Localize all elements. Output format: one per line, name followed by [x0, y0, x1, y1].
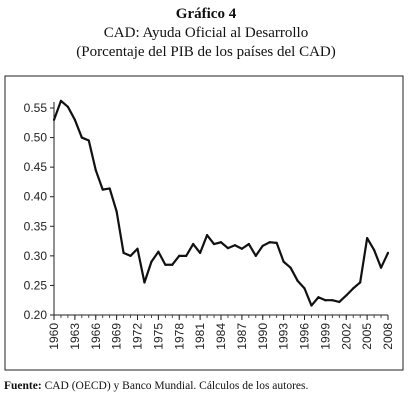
data-point	[338, 300, 341, 304]
data-point	[73, 118, 76, 121]
data-point	[268, 241, 271, 244]
data-point	[122, 251, 125, 254]
y-tick-label: 0.20	[24, 308, 48, 322]
data-point	[101, 188, 104, 191]
y-tick-label: 0.40	[24, 190, 48, 204]
series-line-aod	[52, 99, 389, 307]
x-tick-label: 1996	[298, 323, 312, 350]
x-tick-label: 1966	[89, 323, 103, 350]
data-point	[87, 139, 90, 142]
x-tick-label: 1960	[47, 323, 61, 350]
chart-titles: Gráfico 4 CAD: Ayuda Oficial al Desarrol…	[0, 5, 412, 62]
x-tick-label: 2005	[360, 323, 374, 350]
x-tick-label: 1993	[277, 323, 291, 350]
data-point	[324, 299, 327, 302]
data-point	[233, 244, 237, 247]
data-point	[226, 247, 230, 250]
data-point	[143, 281, 146, 284]
data-points	[52, 99, 390, 307]
data-point	[94, 169, 97, 172]
data-point	[317, 296, 320, 299]
x-tick-label: 2002	[339, 323, 353, 350]
data-point	[164, 263, 167, 266]
y-tick-label: 0.25	[24, 278, 48, 292]
data-point	[289, 266, 292, 269]
data-point	[254, 254, 257, 257]
y-tick-label: 0.30	[24, 249, 48, 263]
y-tick-label: 0.35	[24, 219, 48, 233]
data-point	[379, 266, 383, 269]
y-axis-ticks: 0.20 0.25 0.30 0.35 0.40 0.45 0.50 0.55	[24, 101, 54, 322]
data-point	[80, 136, 83, 139]
chart-title: CAD: Ayuda Oficial al Desarrollo	[103, 25, 309, 41]
data-point	[59, 99, 63, 103]
x-tick-label: 1984	[214, 323, 228, 350]
data-point	[171, 263, 174, 266]
x-tick-label: 2008	[381, 323, 395, 350]
x-tick-label: 1972	[131, 323, 145, 350]
data-point	[192, 242, 195, 246]
chart-frame	[4, 75, 404, 371]
data-point	[115, 210, 118, 213]
data-point	[310, 304, 313, 307]
data-point	[359, 281, 362, 284]
data-point	[212, 242, 216, 246]
data-point	[199, 251, 202, 254]
source-label: Fuente:	[4, 380, 42, 392]
y-tick-label: 0.50	[24, 131, 48, 145]
data-point	[275, 241, 278, 244]
data-point	[386, 251, 390, 254]
data-point	[261, 244, 264, 247]
data-point	[219, 241, 223, 244]
data-point	[150, 260, 153, 263]
data-point	[185, 254, 188, 257]
x-tick-label: 1987	[235, 323, 249, 350]
data-point	[352, 287, 355, 290]
data-point	[205, 234, 209, 237]
data-point	[282, 260, 285, 263]
data-point	[52, 118, 56, 121]
data-point	[331, 299, 334, 302]
y-tick-label: 0.45	[24, 160, 48, 174]
data-point	[66, 105, 70, 108]
data-point	[136, 247, 139, 250]
source-note: Fuente: CAD (OECD) y Banco Mundial. Cálc…	[4, 380, 308, 392]
data-point	[129, 254, 132, 257]
data-point	[240, 247, 243, 250]
x-tick-label: 1963	[68, 323, 82, 350]
data-point	[372, 248, 376, 252]
data-point	[247, 242, 250, 246]
data-point	[178, 254, 181, 257]
x-axis-ticks: 1960 1963 1966 1969 1972 1975 1978 1981 1984 1987…	[47, 315, 395, 350]
source-text: CAD (OECD) y Banco Mundial. Cálculos de …	[41, 380, 309, 392]
y-tick-label: 0.55	[24, 101, 48, 115]
x-tick-label: 1975	[151, 323, 165, 350]
data-point	[296, 279, 299, 282]
figure-label: Gráfico 4	[175, 6, 237, 22]
x-tick-label: 1978	[172, 323, 186, 350]
data-point	[108, 187, 111, 190]
data-point	[157, 250, 160, 253]
x-tick-label: 1999	[318, 323, 332, 350]
x-tick-label: 1969	[110, 323, 124, 350]
x-tick-label: 1981	[193, 323, 207, 350]
chart-subtitle: (Porcentaje del PIB de los países del CA…	[76, 44, 336, 60]
x-tick-label: 1990	[256, 323, 270, 350]
data-point	[345, 294, 348, 297]
data-point	[366, 237, 369, 240]
data-point	[303, 287, 306, 290]
chart-axes	[53, 102, 388, 316]
